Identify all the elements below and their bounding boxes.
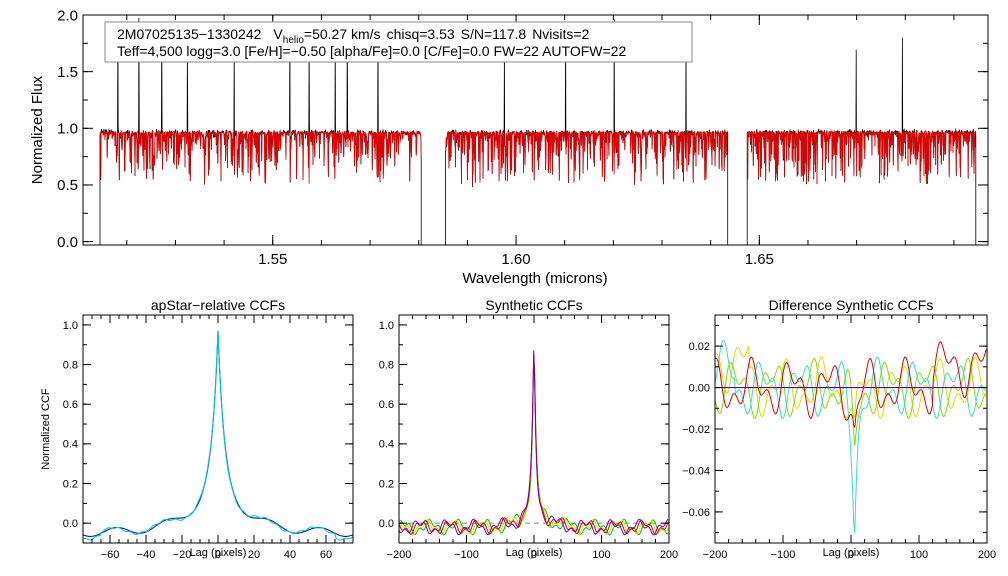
x-tick-label: 200 bbox=[660, 549, 678, 561]
y-tick-label: 0.8 bbox=[379, 359, 394, 371]
x-tick-label: 0 bbox=[848, 549, 854, 561]
x-tick-label: 1.60 bbox=[501, 251, 530, 268]
synthetic-ccf-panel: −200 −100 0 100 200 0.0 0.2 0.4 0.6 0.8 1.0 Synthe… bbox=[379, 297, 678, 561]
y-tick-label: 0.02 bbox=[689, 341, 710, 353]
y-tick-label: 0.6 bbox=[379, 399, 394, 411]
x-tick-label: 1.65 bbox=[745, 251, 774, 268]
y-tick-label: 1.0 bbox=[63, 320, 78, 332]
annotation-snr: S/N=117.8 bbox=[461, 26, 527, 42]
model-spectrum-chip-1 bbox=[99, 130, 422, 184]
y-tick-label: 1.5 bbox=[57, 64, 78, 81]
x-tick-label: −40 bbox=[137, 549, 156, 561]
apstar-ccf-frame bbox=[82, 314, 354, 544]
y-tick-label: 0.0 bbox=[63, 518, 78, 530]
spectrum-ylabel: Normalized Flux bbox=[29, 75, 46, 184]
x-tick-label: −200 bbox=[387, 549, 412, 561]
apstar-ccf-xlabel: Lag (pixels) bbox=[190, 547, 247, 559]
difference-ccf-ticks: −200 −100 0 100 200 −0.06 −0.04 −0.02 0.00 0.02 bbox=[682, 315, 996, 561]
y-tick-label: 2.0 bbox=[57, 7, 78, 24]
spectrum-ticks: 1.55 1.60 1.65 0.0 0.5 1.0 1.5 2.0 bbox=[57, 7, 988, 268]
x-tick-label: 100 bbox=[592, 549, 610, 561]
y-tick-label: 0.4 bbox=[379, 439, 394, 451]
spectrum-panel: 1.55 1.60 1.65 0.0 0.5 1.0 1.5 2.0 Wavelength (… bbox=[29, 7, 989, 287]
y-tick-label: 0.2 bbox=[379, 478, 394, 490]
y-tick-label: 0.5 bbox=[57, 177, 78, 194]
y-tick-label: −0.04 bbox=[682, 465, 710, 477]
annotation-box bbox=[104, 21, 693, 63]
difference-ccf-plot-area bbox=[714, 339, 987, 534]
apstar-ccf-title: apStar−relative CCFs bbox=[151, 297, 285, 313]
y-tick-label: 0.8 bbox=[63, 359, 78, 371]
synthetic-ccf-xlabel: Lag (pixels) bbox=[506, 547, 563, 559]
y-tick-label: −0.06 bbox=[682, 507, 710, 519]
x-tick-label: 20 bbox=[248, 549, 260, 561]
y-tick-label: 0.0 bbox=[57, 234, 78, 251]
y-tick-label: 1.0 bbox=[57, 121, 78, 138]
x-tick-label: −100 bbox=[771, 549, 796, 561]
apstar-ccf-ticks: −60 −40 −20 0 20 40 60 0.0 0.2 0.4 0.6 0.8 1.0 bbox=[63, 315, 354, 561]
difference-ccf-series-3 bbox=[714, 339, 987, 534]
difference-ccf-xlabel: Lag (pixels) bbox=[823, 547, 880, 559]
x-tick-label: 1.55 bbox=[258, 251, 287, 268]
x-tick-label: 60 bbox=[320, 549, 332, 561]
difference-ccf-series-1 bbox=[714, 345, 987, 419]
annotation-chisq: chisq=3.53 bbox=[387, 26, 455, 42]
spectrum-frame bbox=[82, 14, 989, 246]
annotation-vhelio: V bbox=[273, 26, 283, 42]
apstar-ccf-ylabel: Normalized CCF bbox=[40, 388, 52, 470]
apstar-ccf-plot-area bbox=[82, 330, 354, 541]
y-tick-label: 0.0 bbox=[379, 518, 394, 530]
y-tick-label: 1.0 bbox=[379, 320, 394, 332]
annotation-vhelio-sub: helio bbox=[283, 35, 305, 46]
annotation-nvisits: Nvisits=2 bbox=[532, 26, 589, 42]
spectrum-xlabel: Wavelength (microns) bbox=[462, 270, 607, 287]
difference-ccf-panel: −200 −100 0 100 200 −0.06 −0.04 −0.02 0.00 0.02 D… bbox=[682, 297, 996, 561]
y-tick-label: 0.6 bbox=[63, 399, 78, 411]
synthetic-ccf-title: Synthetic CCFs bbox=[485, 297, 582, 313]
model-spectrum-chip-3 bbox=[747, 130, 977, 184]
y-tick-label: −0.02 bbox=[682, 424, 710, 436]
difference-ccf-frame bbox=[714, 314, 988, 544]
synthetic-ccf-series-1 bbox=[398, 358, 669, 536]
x-tick-label: 0 bbox=[215, 549, 221, 561]
synthetic-ccf-ticks: −200 −100 0 100 200 0.0 0.2 0.4 0.6 0.8 1.0 bbox=[379, 315, 678, 561]
annotation-object: 2M07025135−1330242 bbox=[117, 26, 262, 42]
synthetic-ccf-frame bbox=[398, 314, 670, 544]
apstar-ccf-series-1 bbox=[82, 330, 354, 537]
apstar-ccf-series-2 bbox=[82, 331, 354, 541]
x-tick-label: −20 bbox=[173, 549, 192, 561]
annotation-line2: Teff=4,500 logg=3.0 [Fe/H]=−0.50 [alpha/… bbox=[117, 43, 626, 59]
y-tick-label: 0.00 bbox=[689, 382, 710, 394]
difference-ccf-series-4 bbox=[714, 341, 987, 428]
synthetic-ccf-series-4 bbox=[398, 354, 669, 536]
annotation-vhelio-value: =50.27 km/s bbox=[304, 26, 381, 42]
spectrum-plot-area bbox=[99, 17, 977, 245]
difference-ccf-title: Difference Synthetic CCFs bbox=[769, 297, 934, 313]
x-tick-label: 0 bbox=[531, 549, 537, 561]
x-tick-label: −200 bbox=[703, 549, 728, 561]
y-tick-label: 0.2 bbox=[63, 478, 78, 490]
x-tick-label: 200 bbox=[978, 549, 996, 561]
y-tick-label: 0.4 bbox=[63, 439, 78, 451]
annotation-line1: 2M07025135−1330242 Vhelio=50.27 km/s chisq… bbox=[117, 26, 590, 46]
x-tick-label: 40 bbox=[284, 549, 296, 561]
synthetic-ccf-plot-area bbox=[398, 350, 669, 536]
synthetic-ccf-series-3 bbox=[398, 350, 669, 536]
model-spectrum-chip-2 bbox=[445, 130, 729, 185]
x-tick-label: 100 bbox=[910, 549, 928, 561]
x-tick-label: −100 bbox=[454, 549, 479, 561]
x-tick-label: −60 bbox=[101, 549, 120, 561]
apstar-ccf-panel: −60 −40 −20 0 20 40 60 0.0 0.2 0.4 0.6 0.8 1.0 apSta… bbox=[40, 297, 354, 561]
